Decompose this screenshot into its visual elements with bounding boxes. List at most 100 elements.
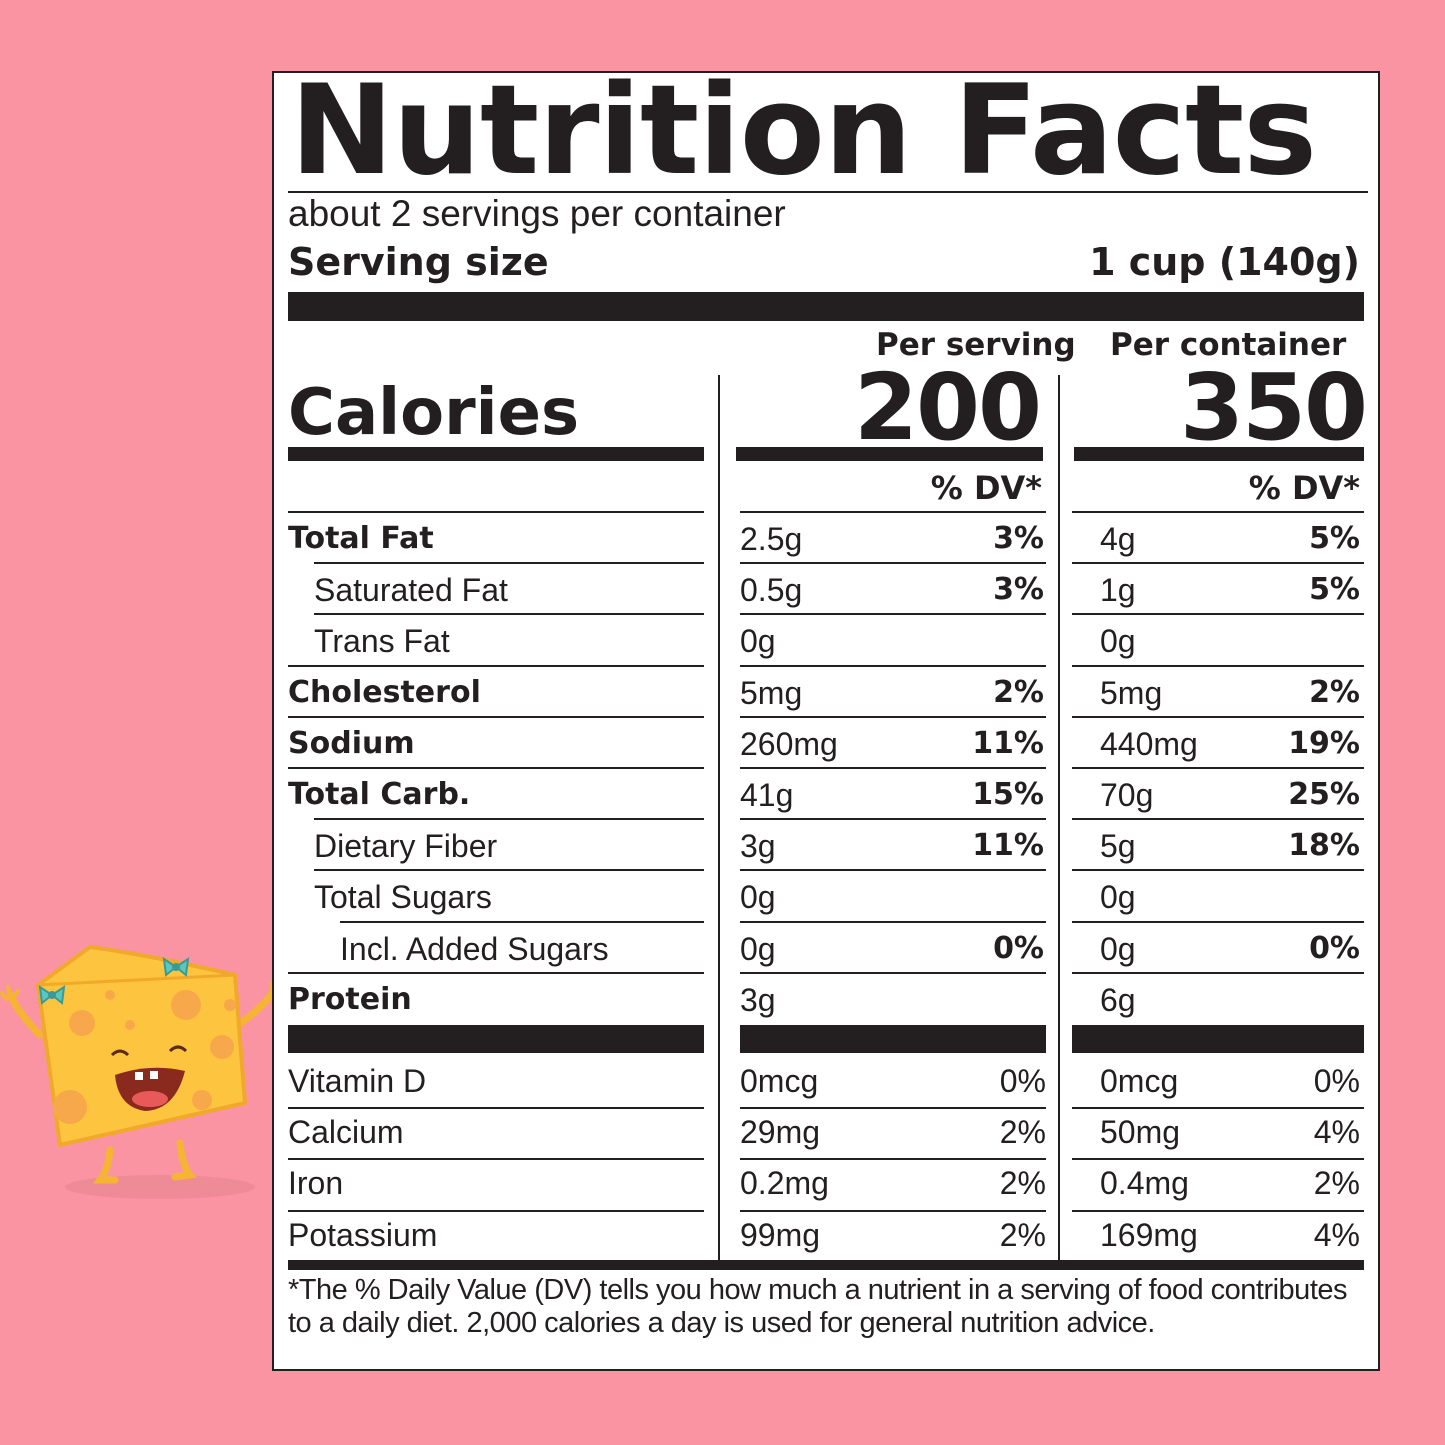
row-divider-right: [1072, 715, 1364, 718]
serving-amount: 29mg: [740, 1114, 821, 1151]
serving-amount: 0g: [740, 930, 776, 967]
serving-amount: 0g: [740, 879, 776, 916]
vitamin-name: Calcium: [288, 1114, 404, 1151]
serving-size-label: Serving size: [288, 240, 549, 284]
serving-daily-value: 3%: [993, 521, 1044, 556]
serving-size-value: 1 cup (140g): [1089, 240, 1360, 284]
calories-divider-mid: [736, 447, 1043, 461]
serving-daily-value: 2%: [993, 674, 1044, 710]
container-amount: 440mg: [1100, 725, 1198, 762]
row-divider-right: [1072, 971, 1364, 974]
column-divider-1: [718, 375, 720, 1260]
nutrient-name: Incl. Added Sugars: [340, 930, 609, 967]
container-daily-value: 18%: [1288, 828, 1360, 864]
row-divider-mid: [740, 562, 1046, 565]
container-amount: 0mcg: [1100, 1063, 1179, 1099]
serving-daily-value: 0%: [993, 930, 1044, 966]
dv-header-container: % DV*: [1248, 469, 1360, 507]
row-divider-right: [1072, 562, 1364, 565]
serving-daily-value: 0%: [999, 1063, 1046, 1099]
serving-amount: 0g: [740, 623, 776, 660]
row-divider-mid: [740, 869, 1046, 872]
calories-per-serving: 200: [853, 354, 1042, 461]
row-divider-left: [288, 767, 704, 769]
nutrient-name: Total Fat: [288, 521, 434, 556]
nutrient-name: Cholesterol: [288, 674, 481, 710]
container-amount: 0g: [1100, 623, 1136, 660]
vitamin-divider-left: [288, 1158, 704, 1161]
nutrient-name: Total Sugars: [314, 879, 492, 916]
thick-divider-vitamins-left: [288, 1025, 704, 1053]
thick-divider-vitamins-right: [1072, 1025, 1364, 1053]
calories-divider-left: [288, 447, 704, 461]
serving-amount: 3g: [740, 981, 776, 1018]
serving-daily-value: 11%: [972, 828, 1044, 864]
row-divider-mid: [740, 664, 1046, 667]
vitamin-divider-mid: [740, 1107, 1046, 1110]
serving-amount: 41g: [740, 777, 794, 813]
container-amount: 0g: [1100, 879, 1136, 916]
serving-amount: 3g: [740, 828, 776, 865]
container-amount: 169mg: [1100, 1216, 1198, 1253]
container-amount: 5mg: [1100, 674, 1163, 711]
calories-per-container: 350: [1179, 354, 1368, 461]
thick-divider-bottom: [288, 1260, 1364, 1270]
vitamin-divider-left: [288, 1209, 704, 1212]
row-divider-mid: [740, 767, 1046, 769]
container-daily-value: 5%: [1309, 521, 1360, 556]
serving-amount: 260mg: [740, 725, 838, 762]
serving-amount: 0.5g: [740, 572, 803, 609]
row-divider-left: [288, 715, 704, 718]
row-divider-right: [1072, 920, 1364, 923]
container-amount: 6g: [1100, 981, 1136, 1018]
container-amount: 0g: [1100, 930, 1136, 967]
nutrient-name: Saturated Fat: [314, 572, 508, 609]
container-daily-value: 2%: [1309, 674, 1360, 710]
daily-value-footnote: *The % Daily Value (DV) tells you how mu…: [288, 1274, 1348, 1339]
container-daily-value: 5%: [1309, 572, 1360, 608]
row-divider-left: [314, 613, 704, 616]
container-daily-value: 2%: [1313, 1165, 1360, 1202]
container-amount: 0.4mg: [1100, 1165, 1189, 1202]
container-daily-value: 25%: [1288, 777, 1360, 812]
row-divider-left: [288, 511, 704, 513]
row-divider-mid: [740, 920, 1046, 923]
nutrient-name: Dietary Fiber: [314, 828, 498, 865]
row-divider-left: [314, 818, 704, 821]
container-amount: 50mg: [1100, 1114, 1181, 1151]
row-divider-mid: [740, 971, 1046, 974]
serving-daily-value: 2%: [999, 1216, 1046, 1253]
vitamin-name: Potassium: [288, 1216, 438, 1253]
thick-divider-top: [288, 292, 1364, 321]
calories-label: Calories: [288, 376, 580, 450]
container-daily-value: 4%: [1313, 1114, 1360, 1151]
vitamin-divider-mid: [740, 1158, 1046, 1161]
per-container-header: Per container: [1110, 327, 1347, 363]
row-divider-right: [1072, 511, 1364, 513]
vitamin-divider-right: [1072, 1209, 1364, 1212]
row-divider-mid: [740, 613, 1046, 616]
calories-divider-right: [1074, 447, 1364, 461]
container-amount: 1g: [1100, 572, 1136, 609]
vitamin-name: Vitamin D: [288, 1063, 427, 1099]
row-divider-left: [314, 869, 704, 872]
container-amount: 70g: [1100, 777, 1154, 813]
row-divider-right: [1072, 818, 1364, 821]
container-daily-value: 4%: [1313, 1216, 1360, 1253]
thick-divider-vitamins-mid: [740, 1025, 1046, 1053]
row-divider-mid: [740, 818, 1046, 821]
vitamin-divider-right: [1072, 1158, 1364, 1161]
nutrient-name: Trans Fat: [314, 623, 450, 660]
column-divider-2: [1058, 375, 1060, 1260]
row-divider-left: [340, 920, 704, 923]
serving-daily-value: 2%: [999, 1165, 1046, 1202]
nutrition-facts-label: Nutrition Facts about 2 servings per con…: [272, 69, 1380, 1371]
nutrient-name: Protein: [288, 981, 412, 1017]
vitamin-name: Iron: [288, 1165, 344, 1202]
nutrient-name: Sodium: [288, 725, 415, 761]
serving-amount: 0mcg: [740, 1063, 819, 1099]
serving-daily-value: 11%: [972, 725, 1044, 761]
container-amount: 5g: [1100, 828, 1136, 865]
vitamin-divider-mid: [740, 1209, 1046, 1212]
serving-daily-value: 2%: [999, 1114, 1046, 1151]
